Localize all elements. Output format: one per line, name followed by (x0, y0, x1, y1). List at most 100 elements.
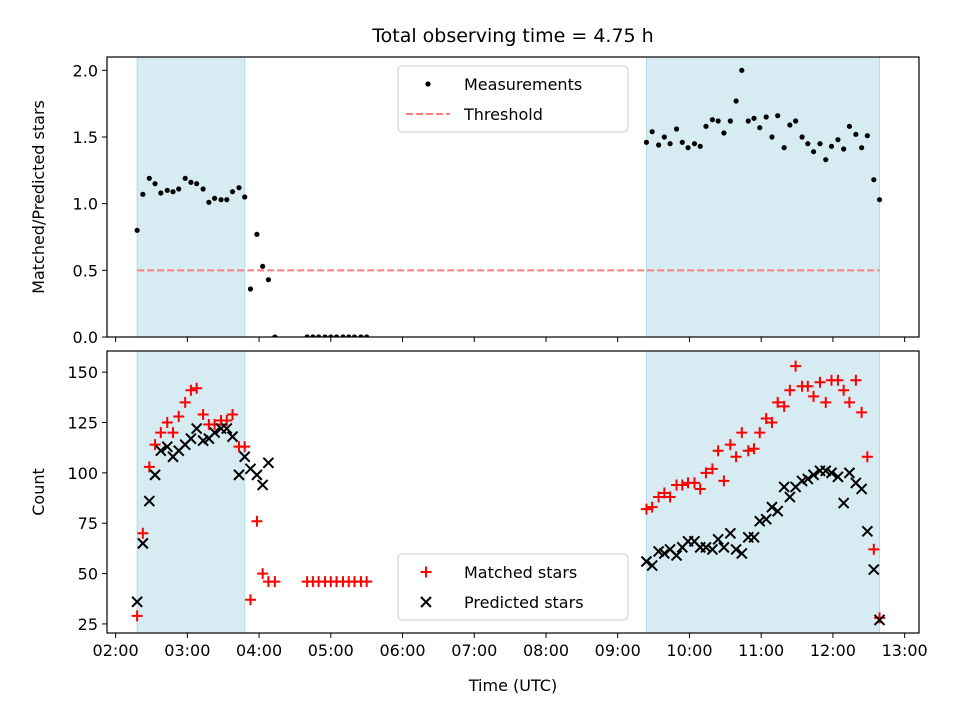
data-point (185, 432, 197, 445)
data-point (775, 113, 781, 119)
data-point (197, 408, 209, 420)
legend-marker-measurements (425, 81, 431, 87)
data-point (239, 451, 251, 463)
x-tick-label: 05:00 (308, 641, 354, 660)
data-point (131, 596, 143, 608)
data-point (832, 374, 844, 386)
data-point (251, 469, 263, 481)
data-point (868, 543, 880, 555)
data-point (244, 594, 256, 606)
data-point (736, 547, 748, 560)
x-tick-label: 03:00 (164, 641, 210, 660)
data-point (269, 576, 281, 588)
plot-area (131, 351, 886, 633)
data-point (706, 543, 719, 556)
data-point (646, 501, 658, 513)
data-point (272, 334, 278, 337)
data-point (838, 384, 850, 396)
data-point (673, 126, 680, 132)
top-panel: 0.0 0.5 1.0 1.5 2.0 Matched/Predicted stars To… (29, 25, 920, 347)
data-point (846, 123, 853, 129)
data-point (670, 549, 683, 562)
data-point (239, 441, 251, 453)
data-point (733, 98, 739, 104)
chart-title: Total observing time = 4.75 h (371, 25, 653, 47)
data-point (837, 497, 850, 509)
data-point (364, 334, 370, 337)
data-point (721, 130, 727, 136)
plot-area (134, 57, 883, 337)
data-point (247, 286, 254, 292)
series-measurements (134, 67, 883, 337)
data-point (152, 181, 158, 187)
data-point (861, 451, 873, 463)
legend-label-matched: Matched stars (464, 563, 577, 582)
y-tick-label: 1.0 (73, 195, 98, 214)
data-point (814, 376, 826, 388)
data-point (646, 559, 658, 572)
data-point (254, 231, 260, 237)
data-point (233, 469, 245, 481)
legend-label-predicted: Predicted stars (464, 593, 584, 612)
data-point (218, 197, 224, 203)
data-point (751, 115, 757, 121)
data-point (653, 491, 665, 503)
data-point (333, 334, 340, 337)
data-point (164, 187, 170, 193)
data-point (221, 422, 233, 435)
data-point (251, 515, 263, 527)
data-point (134, 227, 140, 233)
data-point (874, 612, 886, 624)
data-point (221, 414, 233, 426)
data-point (260, 263, 266, 269)
data-point (807, 469, 820, 481)
data-point (229, 189, 236, 195)
data-point (760, 412, 772, 424)
data-point (265, 277, 271, 283)
data-point (787, 122, 793, 128)
legend-marker-predicted (420, 596, 432, 608)
x-tick-label: 09:00 (595, 641, 641, 660)
data-point (760, 513, 772, 525)
data-point (843, 467, 856, 479)
data-point (808, 390, 820, 402)
data-point (661, 134, 667, 140)
data-point (176, 186, 182, 192)
data-point (817, 141, 823, 147)
data-point (137, 527, 149, 539)
data-point (742, 445, 754, 457)
data-point (170, 189, 176, 195)
y-tick-label: 50 (78, 565, 98, 584)
x-axis-label: Time (UTC) (468, 676, 557, 695)
data-point (640, 555, 653, 568)
data-point (224, 197, 230, 203)
data-point (861, 525, 874, 537)
data-point (242, 194, 248, 200)
data-point (769, 134, 775, 140)
data-point (772, 396, 784, 408)
data-point (736, 427, 748, 439)
data-point (208, 426, 221, 439)
data-point (161, 440, 173, 453)
data-point (346, 334, 352, 337)
data-point (664, 491, 676, 503)
axes-frame (106, 350, 920, 634)
data-point (706, 463, 718, 475)
axes-frame (106, 56, 920, 338)
data-point (182, 175, 188, 181)
data-point (694, 483, 706, 495)
shaded-interval-0 (136, 351, 246, 633)
data-point (799, 134, 805, 140)
data-point (206, 199, 212, 205)
x-tick-label: 11:00 (738, 641, 784, 660)
data-point (754, 427, 766, 439)
y-tick-label: 0.5 (73, 261, 98, 280)
y-tick-label: 25 (78, 615, 98, 634)
data-point (697, 143, 703, 149)
legend-label-measurements: Measurements (464, 75, 582, 94)
data-point (322, 334, 328, 337)
data-point (718, 475, 730, 487)
bottom-panel: 25 50 75 100 125 150 02:00 03:00 04:00 05:00 06:00… (29, 350, 928, 695)
legend-label-threshold: Threshold (463, 105, 543, 124)
